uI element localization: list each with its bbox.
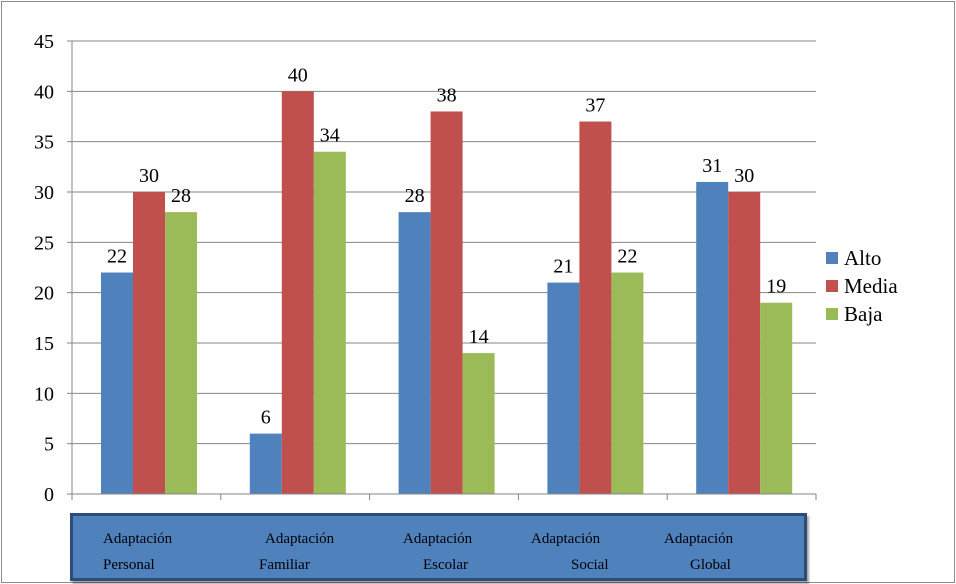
bars xyxy=(101,91,793,495)
data-label: 37 xyxy=(585,95,605,117)
bar-media xyxy=(430,111,463,494)
y-tick-label: 20 xyxy=(34,283,54,305)
y-tick-label: 10 xyxy=(34,383,54,405)
data-label: 31 xyxy=(702,155,722,177)
data-label: 30 xyxy=(734,165,754,187)
axes xyxy=(71,41,817,500)
data-label: 40 xyxy=(288,64,308,86)
legend-item-baja: Baja xyxy=(826,300,956,328)
bar-alto xyxy=(101,272,133,494)
category-label-line1: Adaptación xyxy=(403,531,473,547)
bar-alto xyxy=(547,282,580,494)
data-label: 22 xyxy=(617,246,637,268)
y-tick-label: 25 xyxy=(34,232,54,254)
category-label-global: Adaptación Global xyxy=(664,526,811,576)
bar-alto xyxy=(249,433,282,494)
y-tick-label: 5 xyxy=(44,434,54,456)
category-label-line1: Adaptación xyxy=(531,531,601,547)
y-tick-label: 40 xyxy=(34,81,54,103)
bar-baja xyxy=(611,272,644,494)
category-label-social: Adaptación Social xyxy=(531,526,678,576)
data-labels: 22 6 28 21 31 30 40 38 37 30 28 34 14 22 19 xyxy=(107,64,786,428)
bar-baja xyxy=(760,302,793,494)
y-tick-label: 35 xyxy=(34,132,54,154)
bar-alto xyxy=(696,181,729,494)
bar-baja xyxy=(165,212,197,494)
data-label: 34 xyxy=(320,125,340,147)
legend-swatch-media xyxy=(826,280,838,292)
data-label: 22 xyxy=(107,246,127,268)
legend: Alto Media Baja xyxy=(826,244,956,328)
bar-media xyxy=(728,192,761,494)
legend-label-media: Media xyxy=(844,274,898,298)
category-label-box: Adaptación Personal Adaptación Familiar … xyxy=(70,513,807,581)
y-axis-ticks: 0 5 10 15 20 25 30 35 40 45 xyxy=(34,31,72,506)
legend-swatch-alto xyxy=(826,252,838,264)
data-label: 6 xyxy=(261,407,271,429)
category-label-line2: Personal xyxy=(103,557,155,573)
category-label-escolar: Adaptación Escolar xyxy=(403,526,550,576)
bar-media xyxy=(579,121,612,495)
category-label-line2: Social xyxy=(571,557,609,573)
legend-item-alto: Alto xyxy=(826,244,956,272)
legend-swatch-baja xyxy=(826,308,838,320)
y-tick-label: 15 xyxy=(34,333,54,355)
data-label: 28 xyxy=(405,185,425,207)
data-label: 19 xyxy=(766,276,786,298)
category-label-line1: Adaptación xyxy=(265,531,335,547)
category-label-line2: Escolar xyxy=(423,557,468,573)
legend-label-alto: Alto xyxy=(844,246,882,270)
category-label-familiar: Adaptación Familiar xyxy=(259,526,406,576)
data-label: 21 xyxy=(553,256,573,278)
bar-baja xyxy=(313,151,346,494)
category-label-line2: Familiar xyxy=(259,557,310,573)
category-label-line2: Global xyxy=(690,557,731,573)
category-label-line1: Adaptación xyxy=(103,531,173,547)
data-label: 38 xyxy=(437,84,457,106)
bar-media xyxy=(133,192,165,494)
y-tick-label: 45 xyxy=(34,31,54,53)
legend-label-baja: Baja xyxy=(844,302,883,326)
legend-item-media: Media xyxy=(826,272,956,300)
bar-media xyxy=(281,91,314,494)
data-label: 14 xyxy=(469,326,489,348)
data-label: 30 xyxy=(139,165,159,187)
category-label-line1: Adaptación xyxy=(664,531,734,547)
category-label-personal: Adaptación Personal xyxy=(103,526,250,576)
data-label: 28 xyxy=(171,185,191,207)
y-tick-label: 30 xyxy=(34,182,54,204)
bar-alto xyxy=(398,212,431,494)
y-tick-label: 0 xyxy=(44,484,54,506)
bar-baja xyxy=(462,353,495,494)
